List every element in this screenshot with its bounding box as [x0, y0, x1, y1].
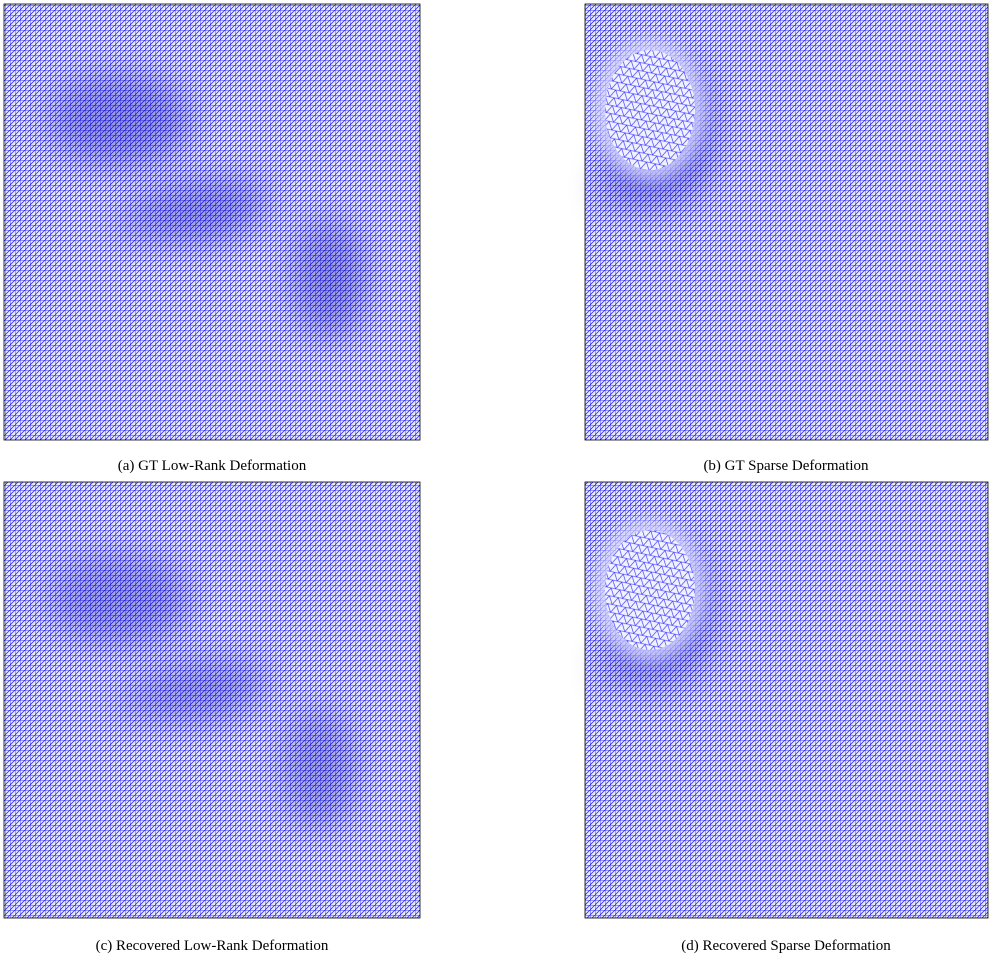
caption: (b) GT Sparse Deformation: [703, 458, 869, 474]
caption: (c) Recovered Low-Rank Deformation: [96, 938, 329, 954]
mesh-panel-a: [4, 4, 420, 440]
caption: (a) GT Low-Rank Deformation: [118, 458, 307, 474]
mesh-panel-d: [585, 482, 988, 918]
mesh-panel-b: [585, 4, 988, 440]
figure: (a) GT Low-Rank Deformation (b) GT Spars…: [0, 0, 992, 965]
caption: (d) Recovered Sparse Deformation: [681, 938, 891, 954]
mesh-panel-c: [4, 482, 420, 918]
